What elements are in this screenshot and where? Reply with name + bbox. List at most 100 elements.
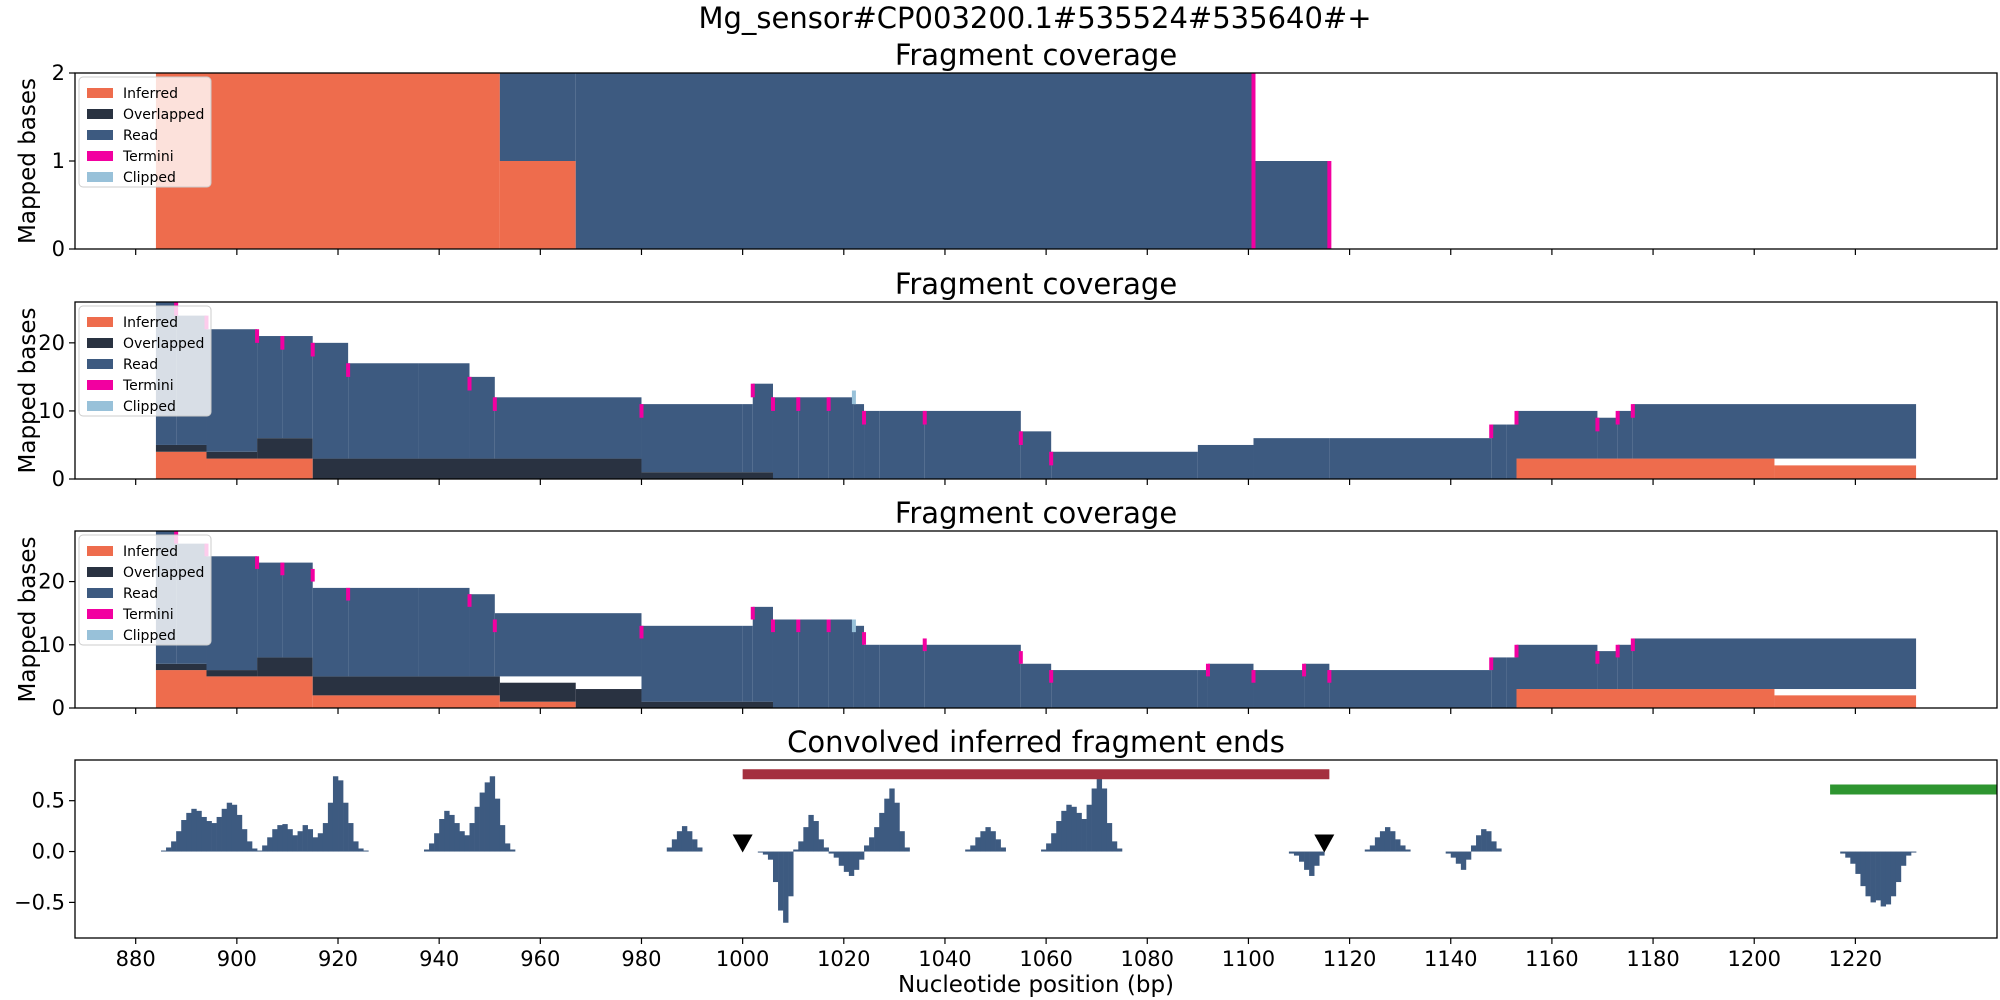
coverage-inferred-segment <box>1516 689 1775 708</box>
ends-bar <box>975 837 981 852</box>
ends-bar <box>454 823 460 852</box>
x-tick-label: 1200 <box>1727 947 1780 971</box>
legend-label: Inferred <box>123 86 178 102</box>
ends-bar <box>1091 788 1097 852</box>
y-axis-label: Mapped bases <box>15 307 41 473</box>
y-tick-label: 10 <box>38 633 65 657</box>
coverage-read-segment <box>312 342 349 459</box>
legend-swatch-read <box>87 359 113 369</box>
x-tick-label: 980 <box>621 947 661 971</box>
ends-bar <box>1379 831 1386 852</box>
ends-bar <box>1445 851 1452 854</box>
x-tick-label: 1220 <box>1829 947 1882 971</box>
ends-bar <box>226 802 233 852</box>
legend-label: Clipped <box>123 628 176 644</box>
ends-bar <box>889 788 895 852</box>
coverage-read-segment <box>1632 404 1917 459</box>
ends-bar <box>666 847 673 852</box>
ends-bar <box>869 837 875 852</box>
coverage-clipped-mark <box>851 619 856 633</box>
ends-bar <box>681 826 688 852</box>
y-tick-label: 0.5 <box>32 789 65 813</box>
coverage-read-segment <box>206 556 258 671</box>
ends-bar <box>464 835 470 852</box>
panel-title: Fragment coverage <box>895 267 1177 301</box>
coverage-read-segment <box>1506 424 1517 479</box>
x-axis-label: Nucleotide position (bp) <box>898 972 1174 998</box>
coverage-termini-mark <box>492 397 497 411</box>
ends-bar <box>772 851 779 883</box>
coverage-termini-mark <box>770 397 775 411</box>
ends-bar <box>874 827 880 852</box>
ends-bar <box>767 851 774 860</box>
coverage-read-segment <box>1506 657 1517 708</box>
coverage-overlapped-segment <box>641 472 773 479</box>
x-tick-label: 920 <box>318 947 358 971</box>
x-tick-label: 900 <box>217 947 257 971</box>
ends-bar <box>348 823 354 852</box>
coverage-termini-mark <box>467 594 472 607</box>
ends-bar <box>1395 839 1401 852</box>
coverage-read-segment <box>348 587 419 677</box>
ends-bar <box>1885 851 1892 905</box>
y-tick-label: 2 <box>52 61 65 85</box>
ends-bar <box>1299 851 1305 862</box>
coverage-read-segment <box>469 594 495 677</box>
coverage-overlapped-segment <box>312 458 642 479</box>
ends-bar <box>1900 851 1907 866</box>
coverage-termini-mark <box>796 619 801 633</box>
ends-bar <box>489 776 496 852</box>
ends-bar <box>1911 851 1917 853</box>
coverage-read-segment <box>1597 417 1618 459</box>
coverage-read-segment <box>1304 663 1330 708</box>
ends-bar <box>828 851 834 854</box>
coverage-read-segment <box>1051 670 1198 708</box>
ends-bar <box>282 824 288 852</box>
ends-bar <box>853 851 860 870</box>
x-tick-label: 880 <box>116 947 156 971</box>
panel-title: Fragment coverage <box>895 496 1177 530</box>
ends-bar <box>1041 849 1047 852</box>
ends-bar <box>1319 851 1325 856</box>
ends-bar <box>1071 806 1077 852</box>
coverage-overlapped-segment <box>257 438 313 459</box>
coverage-read-segment <box>1253 438 1330 479</box>
ends-bar <box>343 802 349 852</box>
coverage-overlapped-segment <box>575 689 642 708</box>
x-tick-label: 1040 <box>918 947 971 971</box>
ends-bar <box>181 820 187 852</box>
coverage-termini-mark <box>1302 663 1307 677</box>
ends-bar <box>1905 851 1912 856</box>
ends-bar <box>1314 851 1320 866</box>
ends-bar <box>358 848 364 852</box>
legend-label: Overlapped <box>123 107 204 123</box>
ends-bar <box>1081 818 1087 852</box>
coverage-termini-mark <box>1327 670 1332 683</box>
coverage-inferred-segment <box>1774 695 1917 708</box>
ends-bar <box>1051 833 1057 852</box>
figure-title: Mg_sensor#CP003200.1#535524#535640#+ <box>698 1 1371 35</box>
coverage-termini-mark <box>280 562 285 576</box>
ends-bar <box>160 850 167 852</box>
coverage-inferred-segment <box>206 458 313 479</box>
coverage-read-segment <box>1617 644 1633 690</box>
ends-bar <box>1870 851 1876 903</box>
ends-bar <box>1364 849 1371 852</box>
ends-bar <box>216 816 222 852</box>
ends-bar <box>292 835 298 852</box>
coverage-read-segment <box>864 644 880 708</box>
legend-swatch-clipped <box>87 630 113 640</box>
coverage-read-segment <box>257 336 283 439</box>
legend-swatch-clipped <box>87 172 113 182</box>
ends-bar <box>423 849 430 852</box>
ends-bar <box>1470 845 1477 852</box>
coverage-read-segment <box>1329 438 1492 479</box>
coverage-read-segment <box>1617 410 1633 459</box>
coverage-termini-mark <box>467 376 472 391</box>
coverage-termini-mark <box>922 638 927 652</box>
ends-bar <box>231 804 238 852</box>
ends-bar <box>1860 851 1866 887</box>
ends-bar <box>697 847 703 852</box>
coverage-read-segment <box>206 329 258 452</box>
coverage-read-segment <box>864 410 880 479</box>
